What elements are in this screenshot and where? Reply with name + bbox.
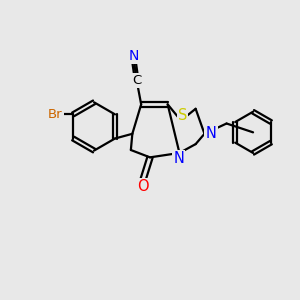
Text: O: O <box>137 179 148 194</box>
Text: N: N <box>173 151 184 166</box>
Text: Br: Br <box>48 108 63 121</box>
Text: C: C <box>132 74 141 87</box>
Text: N: N <box>206 126 216 141</box>
Text: S: S <box>178 108 187 123</box>
Text: N: N <box>129 49 139 63</box>
